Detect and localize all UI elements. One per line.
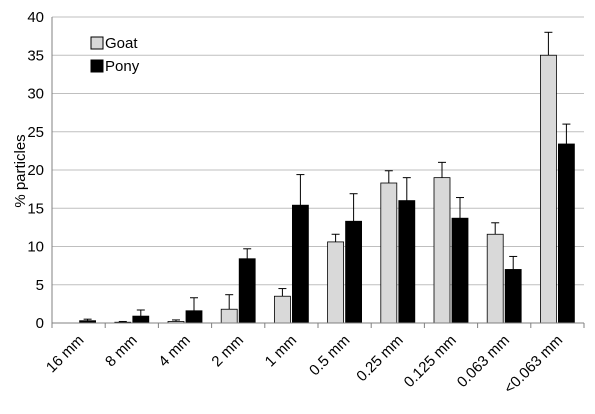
y-tick-label: 10 bbox=[27, 239, 44, 256]
y-tick-label: 20 bbox=[27, 162, 44, 179]
legend-swatch-pony bbox=[90, 59, 104, 73]
x-tick-label: 0.5 mm bbox=[306, 332, 353, 379]
gridlines bbox=[52, 16, 584, 286]
x-tick-label: 0.125 mm bbox=[401, 332, 460, 391]
legend-label-pony: Pony bbox=[105, 58, 140, 75]
y-tick-label: 25 bbox=[27, 124, 44, 141]
y-tick-label: 5 bbox=[36, 277, 44, 294]
y-axis-label: % particles bbox=[12, 134, 29, 207]
axes bbox=[51, 17, 585, 328]
bar-goat-9 bbox=[540, 54, 557, 324]
bar-pony-6 bbox=[398, 200, 416, 324]
x-tick-label: 8 mm bbox=[102, 332, 141, 371]
bar-goat-7 bbox=[433, 177, 451, 324]
bar-pony-3 bbox=[238, 258, 256, 324]
x-tick-label: 1 mm bbox=[262, 332, 301, 371]
bar-goat-8 bbox=[486, 233, 504, 324]
y-tick-label: 40 bbox=[27, 9, 44, 26]
bar-goat-6 bbox=[380, 182, 398, 324]
bar-goat-4 bbox=[273, 295, 291, 324]
bar-goat-5 bbox=[327, 241, 345, 324]
legend: Goat Pony bbox=[90, 35, 140, 75]
bar-pony-4 bbox=[291, 204, 309, 324]
y-tick-label: 0 bbox=[36, 315, 44, 332]
bar-pony-1 bbox=[132, 315, 150, 324]
x-tick-label: 2 mm bbox=[208, 332, 247, 371]
y-tick-labels: 0 5 10 15 20 25 30 35 40 bbox=[27, 9, 44, 332]
legend-swatch-goat bbox=[90, 36, 104, 50]
x-tick-label: 0.25 mm bbox=[353, 332, 406, 385]
x-tick-label: 4 mm bbox=[155, 332, 194, 371]
bar-pony-2 bbox=[185, 310, 203, 324]
bar-pony-9 bbox=[558, 143, 575, 324]
bar-goat-3 bbox=[220, 308, 238, 324]
bar-pony-5 bbox=[345, 220, 363, 324]
bars bbox=[79, 31, 575, 324]
y-tick-label: 35 bbox=[27, 47, 44, 64]
x-tick-label: 16 mm bbox=[43, 332, 87, 376]
y-tick-label: 30 bbox=[27, 86, 44, 103]
x-tick-labels: 16 mm 8 mm 4 mm 2 mm 1 mm 0.5 mm 0.25 mm0.125 … bbox=[43, 332, 566, 397]
legend-label-goat: Goat bbox=[105, 35, 138, 52]
bar-pony-7 bbox=[451, 217, 469, 324]
y-tick-label: 15 bbox=[27, 200, 44, 217]
bar-pony-8 bbox=[504, 269, 522, 324]
